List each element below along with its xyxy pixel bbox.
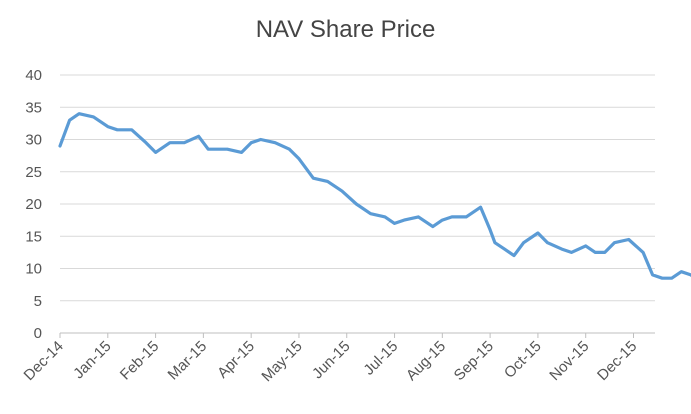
x-tick-label-Apr-15: Apr-15 [214,338,258,382]
x-tick-label-Dec-15: Dec-15 [594,338,640,384]
y-tick-label-40: 40 [25,67,42,84]
y-tick-label-5: 5 [34,293,42,310]
x-tick-label-Jul-15: Jul-15 [360,338,401,379]
x-tick-label-Sep-15: Sep-15 [451,338,497,384]
y-tick-label-0: 0 [34,325,42,342]
y-tick-label-30: 30 [25,132,42,149]
x-tick-label-Mar-15: Mar-15 [165,338,211,384]
y-tick-label-25: 25 [25,164,42,181]
x-tick-label-Aug-15: Aug-15 [403,338,449,384]
y-tick-label-10: 10 [25,261,42,278]
x-tick-label-Oct-15: Oct-15 [501,338,545,382]
x-tick-label-Jan-15: Jan-15 [70,338,114,382]
y-tick-label-15: 15 [25,228,42,245]
x-tick-label-Jun-15: Jun-15 [309,338,353,382]
x-tick-label-May-15: May-15 [258,338,305,385]
x-tick-label-Nov-15: Nov-15 [546,338,592,384]
x-tick-label-Feb-15: Feb-15 [117,338,163,384]
chart-title: NAV Share Price [255,16,436,43]
series-line-nav-share-price [58,112,691,280]
y-tick-label-20: 20 [25,196,42,213]
x-tick-label-Dec-14: Dec-14 [21,338,67,384]
y-tick-label-35: 35 [25,99,42,116]
